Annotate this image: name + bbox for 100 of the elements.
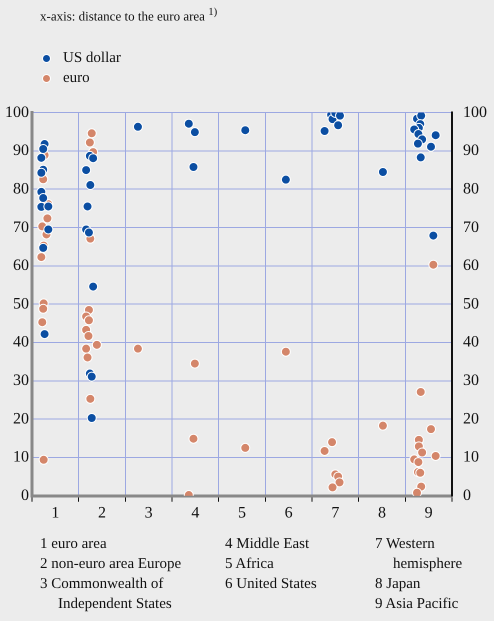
point — [320, 126, 330, 136]
y2-tick-label: 10 — [463, 448, 479, 466]
y2-tick-label: 40 — [463, 334, 479, 351]
x-tick-label: 7 — [331, 504, 340, 522]
point — [84, 228, 94, 238]
point — [82, 352, 93, 362]
point — [413, 457, 424, 468]
x-tick-label: 2 — [98, 504, 106, 522]
y2-tick-label: 0 — [463, 487, 471, 504]
text: 7 Western hemisphere — [375, 535, 464, 574]
point — [37, 317, 48, 328]
point — [36, 252, 46, 262]
y-tick-label: 30 — [13, 372, 29, 390]
point — [38, 193, 48, 204]
point — [81, 165, 92, 176]
y-tick-label: 70 — [13, 218, 29, 236]
point — [83, 331, 94, 342]
x-tick-label: 8 — [378, 504, 386, 522]
y2-tick-label: 50 — [463, 295, 479, 312]
chart-title: x-axis: distance to the euro area $^{1)}$ — [40, 6, 218, 24]
point — [92, 340, 102, 350]
point — [190, 127, 200, 138]
point — [86, 128, 97, 138]
text: 6 United States — [225, 575, 318, 594]
point — [240, 442, 250, 453]
y2-tick-label: 30 — [463, 372, 479, 390]
point — [328, 482, 338, 492]
x-tick-label: 5 — [238, 504, 246, 522]
x-tick-label: 9 — [424, 504, 433, 522]
point — [335, 112, 345, 121]
point — [426, 424, 436, 434]
point — [416, 386, 426, 397]
point — [184, 118, 194, 129]
point — [240, 125, 250, 136]
y2-tick-label: 100 — [463, 104, 487, 121]
y2-tick-label: 70 — [463, 218, 479, 236]
point — [416, 152, 426, 162]
y-tick-label: 20 — [13, 410, 29, 428]
text: 8 Japan — [375, 575, 422, 594]
y2-tick-label: 20 — [463, 410, 479, 428]
y2-tick-label: 60 — [463, 257, 479, 274]
point — [280, 174, 291, 185]
point — [412, 138, 423, 149]
point — [320, 446, 330, 456]
point — [85, 180, 96, 190]
point — [132, 344, 143, 354]
y2-tick-label: 80 — [463, 180, 479, 198]
point — [333, 120, 344, 130]
y-tick-label: 90 — [13, 142, 29, 160]
point — [188, 434, 198, 444]
point — [188, 162, 198, 172]
point — [132, 122, 143, 132]
point — [88, 153, 98, 164]
point — [378, 420, 388, 431]
legend-label: euro — [63, 70, 90, 86]
y2-tick-label: 90 — [463, 142, 479, 160]
y-tick-label: 60 — [13, 257, 29, 274]
y-tick-label: 0 — [21, 487, 29, 504]
y-tick-label: 40 — [13, 334, 29, 351]
text: 4 Middle East — [225, 535, 310, 554]
point — [43, 224, 54, 234]
point — [378, 166, 388, 177]
point — [81, 344, 92, 354]
point — [428, 260, 438, 270]
text: 2 non-euro area Europe — [40, 555, 182, 574]
point — [417, 448, 428, 458]
point — [84, 137, 95, 148]
point — [36, 152, 46, 163]
y-tick-label: 10 — [13, 448, 29, 466]
point — [426, 142, 436, 152]
y-tick-label: 100 — [5, 104, 29, 121]
point — [38, 144, 48, 154]
point — [38, 454, 49, 465]
point — [86, 372, 97, 382]
text: 5 Africa — [225, 555, 275, 574]
x-tick-label: 4 — [191, 504, 200, 522]
point — [86, 413, 97, 424]
point — [280, 346, 291, 357]
point — [190, 358, 200, 369]
text: 9 Asia Pacific — [375, 595, 460, 614]
y-tick-label: 50 — [13, 295, 29, 312]
point — [327, 437, 338, 448]
point — [428, 230, 438, 241]
y-tick-label: 80 — [13, 180, 29, 198]
point — [415, 468, 426, 478]
x-tick-label: 1 — [51, 504, 60, 522]
point — [416, 112, 426, 121]
point — [334, 477, 345, 488]
x-tick-label: 3 — [144, 504, 153, 522]
point — [82, 201, 93, 212]
point — [38, 304, 48, 314]
text: 3 Commonwealth of Independent States — [40, 575, 173, 614]
text: 1 euro area — [40, 535, 108, 554]
point — [85, 394, 96, 404]
point — [36, 168, 46, 178]
point — [412, 488, 422, 496]
legend-label: US dollar — [63, 50, 121, 66]
point — [42, 213, 52, 224]
point — [430, 130, 441, 140]
x-tick-label: 6 — [284, 504, 293, 522]
